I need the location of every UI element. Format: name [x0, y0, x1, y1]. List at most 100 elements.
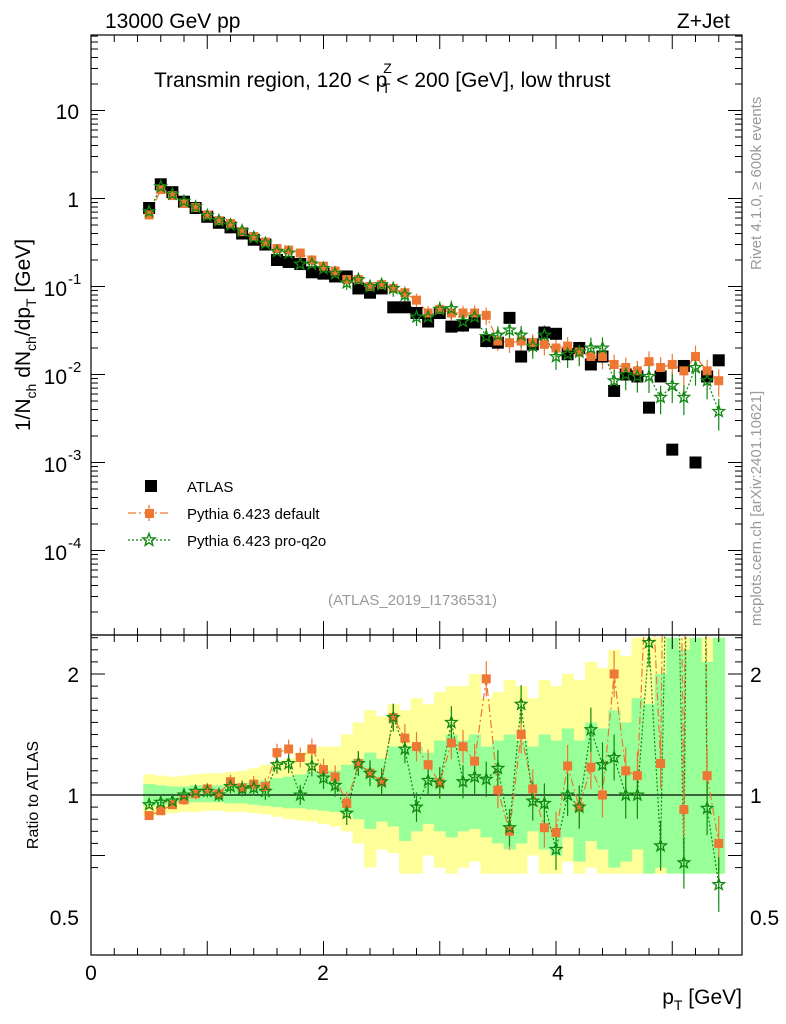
ratio-proq2o-point	[304, 758, 320, 773]
proq2o-point	[455, 313, 471, 328]
proq2o-point	[571, 344, 587, 359]
main-data-layer	[141, 178, 727, 469]
proq2o-point	[188, 199, 204, 214]
ratio-proq2o-point	[536, 795, 552, 810]
ratio-proq2o-point	[327, 777, 343, 792]
ratio-proq2o-point	[676, 854, 692, 870]
ratio-proq2o-point	[269, 756, 285, 772]
ratio-default-point	[714, 838, 724, 848]
ratio-default-point	[249, 779, 259, 789]
legend-label-proq2o: Pythia 6.423 pro-q2o	[187, 533, 326, 550]
proq2o-point	[629, 368, 645, 383]
ratio-default-point	[272, 748, 282, 758]
ratio-proq2o-point	[699, 800, 715, 815]
default-point	[609, 359, 619, 369]
ratio-proq2o-point	[281, 755, 297, 770]
ratio-proq2o-point	[560, 787, 576, 802]
default-point	[679, 366, 689, 376]
legend-label-default: Pythia 6.423 default	[187, 506, 320, 523]
ratio-proq2o-point	[223, 778, 238, 793]
default-point	[702, 366, 712, 376]
ratio-default-point	[435, 778, 445, 788]
ratio-default-point	[563, 761, 573, 771]
default-point	[295, 248, 305, 258]
default-point	[202, 210, 212, 220]
ratio-default-point	[202, 784, 212, 794]
ratio-default-point	[632, 771, 642, 781]
default-point	[249, 231, 259, 241]
default-point	[330, 266, 340, 276]
xtick-label-4: 4	[552, 962, 564, 985]
atlas-point	[445, 320, 458, 333]
ratio-proq2o-point	[618, 787, 634, 802]
ratio-default-point	[516, 730, 526, 739]
ratio-default-point	[621, 766, 631, 776]
ratio-band-green	[445, 734, 458, 838]
mcplots-label: mcplots.cern.ch [arXiv:2401.10621]	[748, 391, 765, 626]
proq2o-point	[350, 271, 366, 286]
ratio-default-point	[214, 789, 224, 799]
ratio-proq2o-point	[571, 799, 587, 814]
default-series-line	[148, 188, 720, 382]
ratio-proq2o-point	[397, 741, 413, 756]
atlas-point	[352, 282, 365, 295]
main-y-tick-labels: 10 1 10 -1 10 -2 10 -3 10 -4	[44, 101, 82, 565]
ratio-default-point	[574, 802, 584, 812]
ratio-default-point	[702, 771, 712, 781]
default-point	[388, 283, 398, 293]
ratio-proq2o-point	[316, 770, 331, 785]
proq2o-point	[246, 229, 262, 244]
ratio-default-point	[586, 762, 596, 772]
proq2o-point	[362, 278, 378, 293]
default-point	[528, 338, 538, 348]
ratio-default-point	[481, 674, 491, 684]
ratio-default-point	[539, 823, 549, 833]
region-title-sup: Z	[383, 60, 392, 76]
ratio-ytick-0-5-right: 0.5	[750, 907, 779, 930]
ratio-band-green	[550, 740, 563, 856]
default-point	[377, 280, 387, 290]
atlas-point	[550, 327, 562, 340]
ytick-label-1e-2: 10	[44, 366, 67, 389]
ratio-default-point	[284, 744, 294, 754]
ratio-proq2o-point	[525, 793, 541, 808]
default-point	[574, 347, 584, 357]
ratio-proq2o-point	[199, 783, 215, 798]
ratio-default-point	[388, 713, 398, 723]
proq2o-point	[641, 368, 657, 383]
ratio-ytick-2: 2	[67, 664, 79, 687]
ytick-exp-1e-3: -3	[68, 447, 81, 464]
ratio-y-axis-title: Ratio to ATLAS	[25, 741, 42, 849]
proq2o-point	[525, 338, 541, 353]
ratio-default-point	[679, 805, 689, 815]
proq2o-point	[234, 222, 250, 238]
default-point	[470, 308, 480, 318]
proq2o-point	[420, 309, 436, 324]
atlas-point	[503, 311, 516, 324]
proq2o-point	[199, 207, 215, 222]
default-point	[505, 338, 514, 348]
default-point	[191, 203, 201, 213]
region-title-sub: T	[382, 80, 391, 96]
proq2o-point	[269, 243, 285, 258]
ratio-proq2o-point	[595, 756, 610, 772]
proq2o-point	[385, 280, 401, 295]
process-label: Z+Jet	[677, 10, 730, 33]
proq2o-point	[164, 186, 180, 201]
ratio-band-green	[399, 746, 412, 841]
proq2o-point	[560, 346, 576, 361]
ratio-band-green	[643, 704, 656, 874]
xtick-label-2: 2	[317, 962, 329, 985]
ratio-band-green	[666, 637, 679, 874]
atlas-point	[305, 266, 318, 279]
default-point	[342, 275, 352, 285]
ratio-default-point	[493, 785, 503, 795]
default-point	[656, 363, 666, 373]
proq2o-point	[339, 275, 355, 290]
default-point	[667, 359, 677, 369]
region-title: Transmin region, 120 < pZ T < 200 [GeV], …	[154, 60, 611, 96]
proq2o-point	[141, 203, 157, 218]
proq2o-point	[478, 328, 494, 343]
ratio-proq2o-point	[362, 765, 378, 780]
